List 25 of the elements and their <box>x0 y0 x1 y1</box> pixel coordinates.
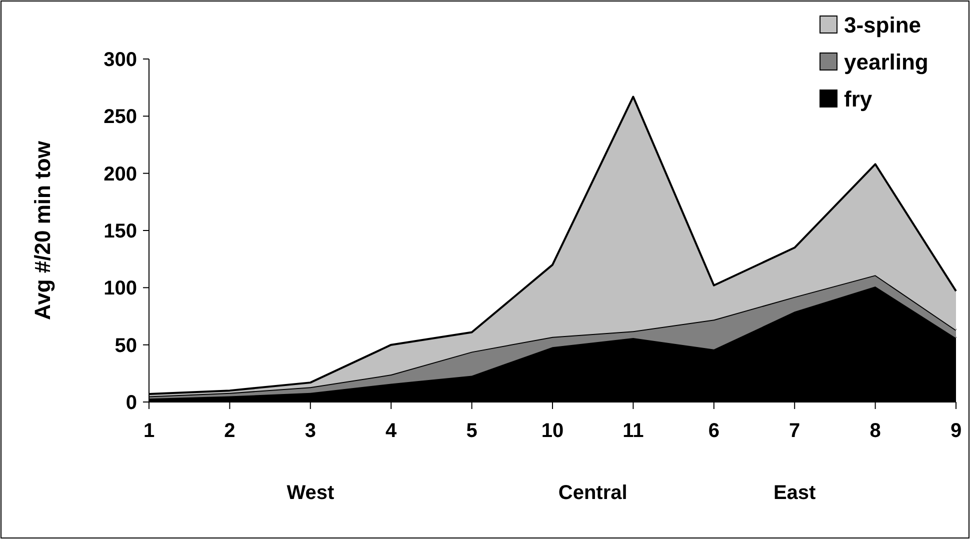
y-tick-label: 0 <box>126 392 137 414</box>
text: West <box>286 482 334 504</box>
y-axis-title: Avg #/20 min tow <box>30 140 55 320</box>
y-tick-label: 300 <box>104 49 137 71</box>
legend-label: yearling <box>844 50 928 75</box>
x-tick-label: 3 <box>304 420 316 442</box>
legend-label: fry <box>844 86 873 112</box>
x-tick-label: 7 <box>789 420 800 442</box>
x-tick-label: 9 <box>950 420 962 442</box>
y-tick-label: 250 <box>104 106 137 128</box>
x-tick-label: 10 <box>541 420 564 442</box>
x-tick-label: 11 <box>622 420 644 442</box>
text: East <box>773 482 816 504</box>
y-tick-label: 200 <box>104 163 137 186</box>
x-tick-label: 5 <box>466 420 478 442</box>
y-tick-label: 100 <box>104 278 137 300</box>
x-tick-label: 4 <box>386 420 398 442</box>
text: Central <box>558 482 628 504</box>
x-tick-label: 6 <box>708 420 720 442</box>
x-tick-label: 8 <box>870 420 881 442</box>
y-tick-label: 150 <box>104 220 137 242</box>
x-tick-label: 2 <box>224 420 236 442</box>
x-tick-label: 1 <box>143 420 155 442</box>
legend-label: 3-spine <box>844 12 922 38</box>
y-tick-label: 50 <box>114 334 137 357</box>
